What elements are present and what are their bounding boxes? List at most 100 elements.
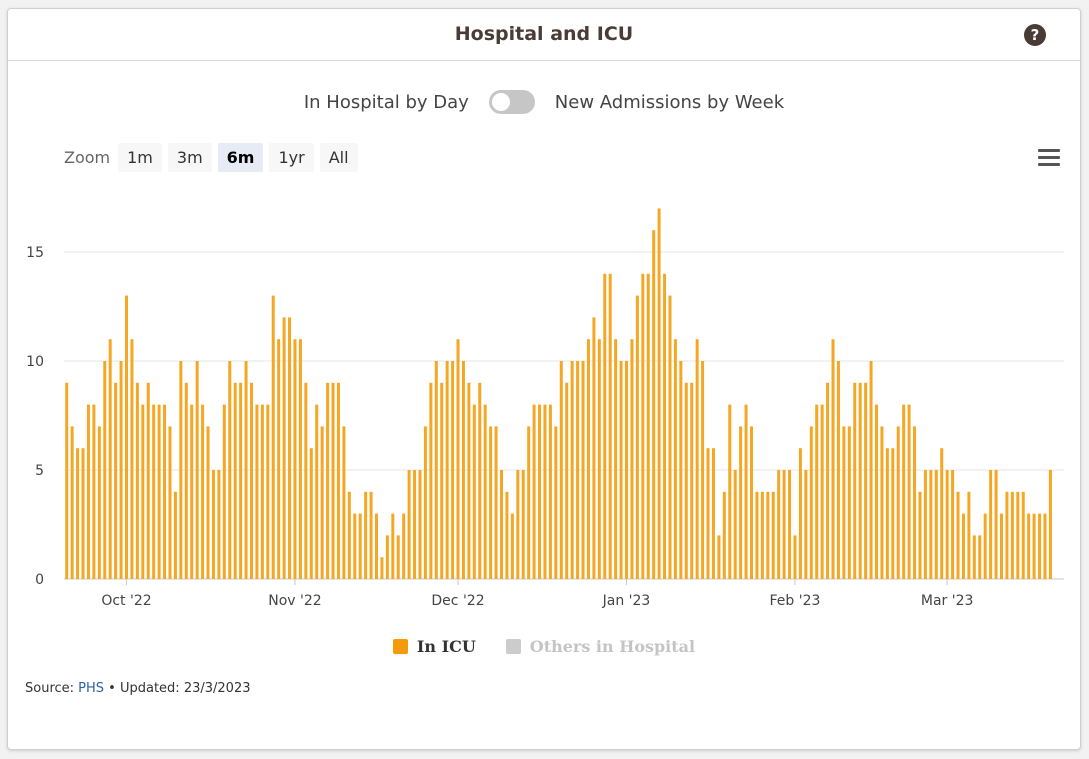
bar-in-icu[interactable] [570, 361, 574, 579]
bar-in-icu[interactable] [282, 317, 286, 579]
bar-in-icu[interactable] [347, 491, 351, 579]
bar-in-icu[interactable] [923, 470, 927, 579]
bar-in-icu[interactable] [777, 470, 781, 579]
bar-in-icu[interactable] [929, 470, 933, 579]
bar-in-icu[interactable] [625, 361, 628, 579]
bar-in-icu[interactable] [663, 273, 667, 579]
bar-in-icu[interactable] [358, 513, 362, 579]
bar-in-icu[interactable] [701, 361, 705, 579]
bar-in-icu[interactable] [201, 404, 205, 579]
bar-in-icu[interactable] [163, 404, 167, 579]
bar-in-icu[interactable] [1021, 491, 1025, 579]
bar-in-icu[interactable] [451, 361, 455, 579]
help-icon[interactable]: ? [1024, 24, 1046, 46]
bar-in-icu[interactable] [820, 404, 824, 579]
bar-in-icu[interactable] [1048, 470, 1052, 579]
bar-in-icu[interactable] [489, 426, 493, 579]
bar-in-icu[interactable] [407, 470, 411, 579]
bar-in-icu[interactable] [614, 339, 618, 579]
bar-in-icu[interactable] [673, 339, 677, 579]
bar-in-icu[interactable] [456, 339, 460, 579]
bar-in-icu[interactable] [375, 513, 378, 579]
bar-in-icu[interactable] [380, 557, 384, 579]
bar-in-icu[interactable] [581, 361, 585, 579]
bar-in-icu[interactable] [853, 382, 857, 579]
bar-in-icu[interactable] [750, 426, 753, 579]
bar-in-icu[interactable] [733, 470, 737, 579]
bar-in-icu[interactable] [168, 426, 172, 579]
bar-in-icu[interactable] [472, 404, 476, 579]
bar-in-icu[interactable] [646, 273, 650, 579]
bar-in-icu[interactable] [896, 426, 900, 579]
bar-in-icu[interactable] [576, 361, 580, 579]
bar-in-icu[interactable] [239, 382, 243, 579]
bar-in-icu[interactable] [527, 426, 531, 579]
bar-in-icu[interactable] [961, 513, 965, 579]
bar-in-icu[interactable] [461, 361, 465, 579]
bar-in-icu[interactable] [500, 470, 503, 579]
bar-in-icu[interactable] [1016, 491, 1020, 579]
bar-in-icu[interactable] [532, 404, 536, 579]
bar-in-icu[interactable] [657, 208, 661, 579]
bar-in-icu[interactable] [978, 535, 982, 579]
legend-item-in-icu[interactable]: In ICU [392, 637, 476, 656]
bar-in-icu[interactable] [934, 470, 938, 579]
bar-in-icu[interactable] [418, 470, 422, 579]
bar-in-icu[interactable] [222, 404, 226, 579]
bar-in-icu[interactable] [244, 361, 248, 579]
bar-in-icu[interactable] [755, 491, 759, 579]
bar-in-icu[interactable] [141, 404, 145, 579]
bar-in-icu[interactable] [744, 404, 748, 579]
bar-in-icu[interactable] [1038, 513, 1042, 579]
bar-in-icu[interactable] [130, 339, 134, 579]
bar-in-icu[interactable] [788, 470, 792, 579]
bar-in-icu[interactable] [864, 382, 868, 579]
bar-in-icu[interactable] [641, 273, 645, 579]
bar-in-icu[interactable] [119, 361, 123, 579]
bar-in-icu[interactable] [1010, 491, 1014, 579]
bar-in-icu[interactable] [429, 382, 433, 579]
bar-in-icu[interactable] [793, 535, 797, 579]
bar-in-icu[interactable] [195, 361, 199, 579]
hamburger-menu-icon[interactable] [1038, 149, 1060, 167]
bar-in-icu[interactable] [565, 382, 569, 579]
bar-in-icu[interactable] [1005, 491, 1009, 579]
bar-in-icu[interactable] [86, 404, 90, 579]
bar-in-icu[interactable] [951, 470, 955, 579]
bar-in-icu[interactable] [467, 382, 471, 579]
bar-in-icu[interactable] [826, 382, 830, 579]
bar-in-icu[interactable] [858, 382, 862, 579]
bar-in-icu[interactable] [92, 404, 96, 579]
bar-in-icu[interactable] [125, 295, 128, 579]
bar-in-icu[interactable] [804, 470, 808, 579]
bar-in-icu[interactable] [608, 273, 612, 579]
bar-in-icu[interactable] [815, 404, 819, 579]
bar-in-icu[interactable] [233, 382, 237, 579]
bar-in-icu[interactable] [135, 382, 139, 579]
bar-in-icu[interactable] [505, 491, 509, 579]
bar-in-icu[interactable] [173, 491, 177, 579]
bar-in-icu[interactable] [842, 426, 846, 579]
bar-in-icu[interactable] [260, 404, 264, 579]
bar-in-icu[interactable] [369, 491, 373, 579]
bar-in-icu[interactable] [385, 535, 389, 579]
bar-in-icu[interactable] [271, 295, 275, 579]
bar-in-icu[interactable] [70, 426, 74, 579]
bar-in-icu[interactable] [548, 404, 552, 579]
bar-in-icu[interactable] [76, 448, 80, 579]
zoom-1yr-button[interactable]: 1yr [269, 143, 314, 172]
bar-in-icu[interactable] [250, 382, 253, 579]
bar-in-icu[interactable] [445, 361, 449, 579]
zoom-1m-button[interactable]: 1m [118, 143, 162, 172]
bar-in-icu[interactable] [277, 339, 281, 579]
bar-in-icu[interactable] [668, 295, 672, 579]
bar-in-icu[interactable] [206, 426, 210, 579]
bar-in-icu[interactable] [739, 426, 743, 579]
bar-in-icu[interactable] [782, 470, 786, 579]
bar-in-icu[interactable] [679, 361, 683, 579]
bar-in-icu[interactable] [103, 361, 107, 579]
bar-in-icu[interactable] [255, 404, 259, 579]
bar-in-icu[interactable] [940, 448, 944, 579]
bar-in-icu[interactable] [521, 470, 525, 579]
bar-in-icu[interactable] [630, 339, 634, 579]
